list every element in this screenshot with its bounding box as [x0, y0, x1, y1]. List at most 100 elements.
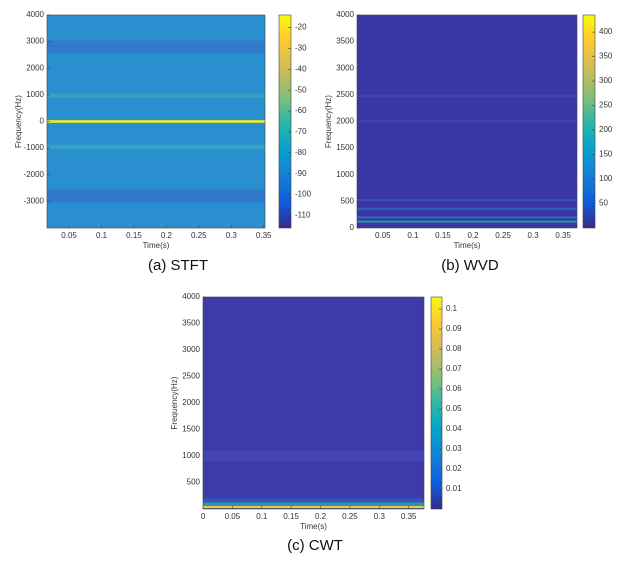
- y-tick-label: 500: [187, 478, 201, 487]
- heatmap-feature: [203, 498, 424, 503]
- colorbar-tick-label: 0.05: [446, 404, 462, 413]
- y-tick-label: -1000: [24, 143, 45, 152]
- colorbar-tick-label: 350: [599, 52, 613, 61]
- colorbar-tick-label: 400: [599, 27, 613, 36]
- heatmap-feature: [47, 144, 265, 150]
- x-tick-label: 0.25: [191, 231, 207, 240]
- y-tick-label: -2000: [24, 170, 45, 179]
- y-tick-label: 2500: [336, 90, 354, 99]
- y-axis-label: Frequency(Hz): [324, 95, 333, 148]
- x-axis-label: Time(s): [300, 522, 327, 531]
- caption: (b) WVD: [441, 257, 499, 274]
- x-axis-label: Time(s): [143, 241, 170, 250]
- x-tick-label: 0.2: [315, 512, 327, 521]
- heatmap-feature: [357, 216, 577, 219]
- colorbar-tick-label: -70: [295, 127, 307, 136]
- colorbar-tick-label: -20: [295, 23, 307, 32]
- colorbar: [582, 14, 596, 229]
- y-tick-label: -3000: [24, 196, 45, 205]
- x-tick-label: 0.1: [407, 231, 419, 240]
- caption: (a) STFT: [148, 257, 208, 274]
- y-tick-label: 1000: [182, 451, 200, 460]
- colorbar-tick-label: 0.01: [446, 484, 462, 493]
- x-axis-label: Time(s): [454, 241, 481, 250]
- heatmap-feature: [357, 220, 577, 223]
- colorbar-tick-label: 0.09: [446, 324, 462, 333]
- colorbar: [430, 296, 443, 510]
- colorbar-tick-label: 0.06: [446, 384, 462, 393]
- colorbar: [278, 14, 292, 229]
- colorbar-tick-label: 300: [599, 76, 613, 85]
- heatmap-feature: [47, 93, 265, 99]
- x-tick-label: 0.3: [226, 231, 238, 240]
- heatmap-feature: [203, 502, 424, 505]
- x-tick-label: 0.05: [375, 231, 391, 240]
- colorbar-tick-label: 0.02: [446, 464, 462, 473]
- heatmap-feature: [47, 189, 265, 203]
- y-tick-label: 4000: [26, 10, 44, 19]
- y-tick-label: 4000: [182, 292, 200, 301]
- y-tick-label: 1500: [336, 143, 354, 152]
- heatmap-feature: [47, 40, 265, 54]
- heatmap-feature: [357, 207, 577, 210]
- y-tick-label: 3500: [336, 37, 354, 46]
- x-tick-label: 0.15: [283, 512, 299, 521]
- x-tick-label: 0.05: [61, 231, 77, 240]
- x-tick-label: 0.3: [374, 512, 386, 521]
- heatmap-feature: [357, 94, 577, 98]
- y-tick-label: 3000: [26, 37, 44, 46]
- y-tick-label: 3000: [336, 63, 354, 72]
- y-tick-label: 2000: [336, 117, 354, 126]
- colorbar-tick-label: -90: [295, 169, 307, 178]
- y-tick-label: 1000: [26, 90, 44, 99]
- x-tick-label: 0.35: [401, 512, 417, 521]
- y-tick-label: 2000: [26, 63, 44, 72]
- colorbar-tick-label: 0.07: [446, 364, 462, 373]
- x-tick-label: 0.2: [467, 231, 479, 240]
- colorbar-tick-label: 250: [599, 101, 613, 110]
- x-tick-label: 0.2: [161, 231, 173, 240]
- heatmap-feature: [357, 120, 577, 123]
- x-tick-label: 0.05: [225, 512, 241, 521]
- y-tick-label: 2000: [182, 398, 200, 407]
- colorbar-tick-label: 200: [599, 125, 613, 134]
- x-tick-label: 0.35: [256, 231, 272, 240]
- x-tick-label: 0.1: [96, 231, 108, 240]
- colorbar-tick-label: -50: [295, 85, 307, 94]
- colorbar-tick-label: -60: [295, 106, 307, 115]
- caption: (c) CWT: [287, 537, 343, 554]
- heatmap-feature: [203, 505, 424, 509]
- y-tick-label: 0: [350, 223, 355, 232]
- y-tick-label: 2500: [182, 372, 200, 381]
- y-axis-label: Frequency(Hz): [170, 376, 179, 429]
- colorbar-tick-label: -110: [295, 211, 311, 220]
- y-tick-label: 500: [341, 196, 355, 205]
- colorbar-tick-label: 0.1: [446, 304, 458, 313]
- y-tick-label: 3000: [182, 345, 200, 354]
- x-tick-label: 0.15: [435, 231, 451, 240]
- colorbar-tick-label: -80: [295, 148, 307, 157]
- y-tick-label: 4000: [336, 10, 354, 19]
- heatmap-feature: [357, 199, 577, 202]
- x-tick-label: 0.15: [126, 231, 142, 240]
- colorbar-tick-label: 0.03: [446, 444, 462, 453]
- x-tick-label: 0.35: [555, 231, 571, 240]
- x-tick-label: 0.25: [342, 512, 358, 521]
- x-tick-label: 0.3: [528, 231, 540, 240]
- colorbar-tick-label: 50: [599, 199, 608, 208]
- colorbar-tick-label: 150: [599, 150, 613, 159]
- x-tick-label: 0.25: [495, 231, 511, 240]
- heatmap-image: [357, 15, 577, 228]
- colorbar-tick-label: -30: [295, 44, 307, 53]
- colorbar-tick-label: 0.08: [446, 344, 462, 353]
- colorbar-tick-label: -100: [295, 190, 312, 199]
- heatmap-feature: [47, 120, 265, 123]
- colorbar-tick-label: -40: [295, 64, 307, 73]
- heatmap-image: [203, 297, 424, 509]
- y-tick-label: 1000: [336, 170, 354, 179]
- x-tick-label: 0.1: [256, 512, 268, 521]
- x-tick-label: 0: [201, 512, 206, 521]
- heatmap-feature: [203, 450, 424, 462]
- y-tick-label: 0: [40, 117, 45, 126]
